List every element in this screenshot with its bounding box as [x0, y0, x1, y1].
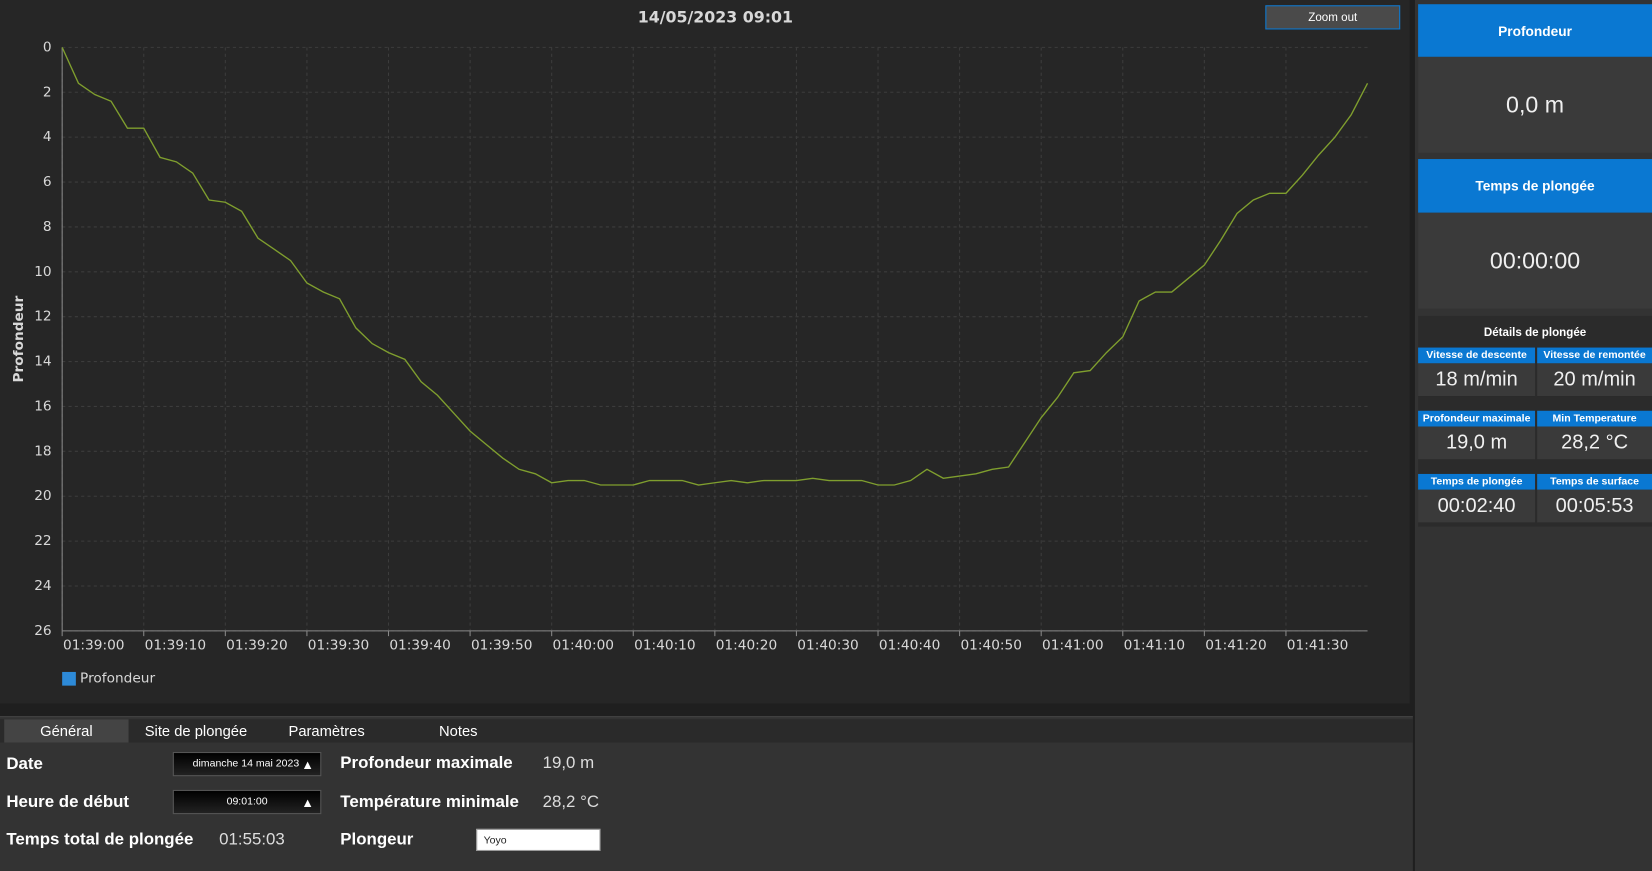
- y-tick-label: 12: [34, 309, 51, 325]
- field-value: 09:01:00: [226, 796, 268, 808]
- y-tick-label: 22: [34, 533, 51, 549]
- tab[interactable]: Notes: [439, 722, 478, 740]
- card-title: Profondeur: [1418, 4, 1652, 57]
- x-tick-label: 01:40:00: [553, 638, 614, 654]
- tab[interactable]: Site de plongée: [144, 722, 248, 740]
- y-tick-label: 10: [34, 264, 51, 280]
- field-value: dimanche 14 mai 2023: [192, 758, 300, 770]
- spin-icon: ▲: [301, 756, 314, 772]
- legend-label: Profondeur: [80, 670, 155, 686]
- field-value: 28,2 °C: [542, 793, 600, 811]
- tab-bar: [0, 719, 1413, 743]
- field-label: Temps total de plongée: [6, 830, 194, 849]
- chart-title: 14/05/2023 09:01: [638, 7, 793, 26]
- y-tick-label: 6: [43, 174, 52, 190]
- y-tick-label: 14: [34, 354, 51, 370]
- date-picker[interactable]: dimanche 14 mai 2023 ▲: [172, 751, 322, 777]
- depth-line: [61, 47, 1369, 486]
- detail-label: Temps de surface: [1537, 473, 1652, 490]
- y-axis-label: Profondeur: [11, 295, 27, 382]
- x-tick-label: 01:39:10: [145, 638, 206, 654]
- y-tick-label: 24: [34, 578, 51, 594]
- x-tick-label: 01:40:30: [797, 638, 858, 654]
- details-title: Détails de plongée: [1483, 326, 1587, 340]
- x-tick-label: 01:39:30: [308, 638, 369, 654]
- x-tick-label: 01:39:00: [63, 638, 124, 654]
- y-tick-label: 4: [43, 129, 52, 145]
- diver-input[interactable]: Yoyo: [476, 828, 601, 851]
- legend-swatch: [62, 671, 76, 686]
- x-tick-label: 01:39:50: [471, 638, 532, 654]
- field-label: Heure de début: [6, 793, 130, 811]
- tab[interactable]: Paramètres: [288, 722, 365, 740]
- y-tick-label: 8: [43, 219, 52, 235]
- detail-value: 18 m/min: [1418, 363, 1536, 397]
- x-tick-label: 01:41:30: [1287, 638, 1348, 654]
- detail-label: Vitesse de descente: [1418, 347, 1536, 364]
- detail-label: Temps de plongée: [1418, 473, 1536, 490]
- field-value: 19,0 m: [542, 754, 595, 772]
- detail-value: 00:02:40: [1418, 489, 1536, 523]
- spin-icon: ▲: [301, 794, 314, 810]
- x-tick-label: 01:40:50: [960, 638, 1021, 654]
- field-value: 01:55:03: [219, 830, 285, 849]
- field-label: Température minimale: [340, 793, 519, 811]
- detail-value: 19,0 m: [1418, 426, 1536, 460]
- field-label: Date: [6, 755, 43, 774]
- tab[interactable]: Général: [4, 719, 129, 743]
- x-tick-label: 01:39:40: [389, 638, 450, 654]
- detail-label: Min Temperature: [1537, 410, 1652, 427]
- detail-value: 00:05:53: [1537, 489, 1652, 523]
- x-tick-label: 01:40:20: [716, 638, 777, 654]
- zoom-out-button[interactable]: Zoom out: [1265, 5, 1401, 30]
- y-tick-label: 20: [34, 488, 51, 504]
- chart: 14/05/2023 09:01 Profondeur 024681012141…: [10, 7, 1369, 687]
- field-label: Plongeur: [340, 830, 414, 849]
- x-tick-label: 01:40:10: [634, 638, 695, 654]
- detail-value: 20 m/min: [1537, 363, 1652, 397]
- detail-value: 28,2 °C: [1537, 426, 1652, 460]
- y-tick-label: 2: [43, 84, 52, 100]
- y-tick-label: 0: [43, 39, 52, 55]
- detail-label: Profondeur maximale: [1418, 410, 1536, 427]
- x-tick-label: 01:41:10: [1124, 638, 1185, 654]
- card-title: Temps de plongée: [1418, 159, 1652, 213]
- y-tick-label: 26: [34, 623, 51, 639]
- card-value: 0,0 m: [1418, 56, 1652, 153]
- y-tick-label: 18: [34, 443, 51, 459]
- y-tick-label: 16: [34, 398, 51, 414]
- time-picker[interactable]: 09:01:00 ▲: [172, 789, 322, 815]
- field-label: Profondeur maximale: [340, 754, 513, 772]
- x-tick-label: 01:41:00: [1042, 638, 1103, 654]
- x-tick-label: 01:40:40: [879, 638, 940, 654]
- x-tick-label: 01:41:20: [1205, 638, 1266, 654]
- card-value: 00:00:00: [1418, 212, 1652, 309]
- x-tick-label: 01:39:20: [226, 638, 287, 654]
- detail-label: Vitesse de remontée: [1537, 347, 1652, 364]
